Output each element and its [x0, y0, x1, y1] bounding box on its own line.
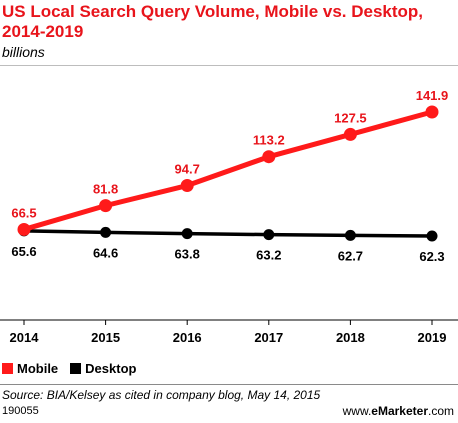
data-point-desktop: [263, 229, 275, 241]
legend: Mobile Desktop: [2, 358, 148, 378]
series-line-mobile: [21, 109, 435, 232]
data-point-mobile: [17, 222, 31, 236]
data-point-mobile: [99, 199, 113, 213]
data-point-mobile: [262, 150, 276, 164]
data-label-desktop: 62.3: [419, 249, 444, 264]
data-label-desktop: 63.2: [256, 248, 281, 263]
data-label-desktop: 63.8: [175, 247, 200, 262]
brand-prefix: www.: [342, 404, 372, 418]
source-note: Source: BIA/Kelsey as cited in company b…: [2, 388, 321, 402]
data-point-desktop: [181, 228, 193, 240]
data-point-mobile: [425, 105, 439, 119]
x-tick-label: 2019: [418, 330, 447, 345]
chart-subtitle: billions: [2, 44, 45, 60]
footer-divider: [0, 384, 458, 385]
data-point-desktop: [344, 229, 356, 241]
brand-name: eMarketer: [371, 404, 428, 418]
x-tick-label: 2016: [173, 330, 202, 345]
data-label-mobile: 127.5: [334, 110, 367, 125]
legend-item-mobile: Mobile: [2, 361, 58, 376]
data-label-mobile: 113.2: [253, 133, 285, 148]
data-point-desktop: [100, 226, 112, 238]
chart-title: US Local Search Query Volume, Mobile vs.…: [2, 2, 424, 41]
legend-label-desktop: Desktop: [85, 360, 137, 376]
data-label-mobile: 141.9: [416, 88, 449, 103]
x-tick-label: 2018: [336, 330, 365, 345]
chart-id: 190055: [2, 405, 39, 417]
legend-swatch-desktop: [70, 362, 82, 374]
data-label-desktop: 64.6: [93, 245, 118, 260]
brand-credit: www.eMarketer.com: [343, 404, 454, 418]
x-tick-label: 2014: [10, 330, 40, 345]
data-label-mobile: 81.8: [93, 182, 118, 197]
x-tick-label: 2017: [254, 330, 283, 345]
data-point-desktop: [426, 230, 438, 242]
data-label-mobile: 66.5: [11, 205, 36, 220]
legend-label-mobile: Mobile: [17, 360, 59, 376]
x-tick-label: 2015: [91, 330, 120, 345]
line-chart: 2014 2015 2016 2017 2018 2019 66.5 81.8 94.7 113.…: [0, 88, 458, 345]
data-point-mobile: [180, 179, 194, 193]
data-label-desktop: 65.6: [11, 244, 36, 259]
data-label-desktop: 62.7: [338, 248, 363, 263]
brand-suffix: .com: [427, 404, 454, 418]
data-label-mobile: 94.7: [175, 162, 200, 177]
top-divider: [0, 65, 458, 66]
series-line-desktop: [22, 229, 434, 238]
data-point-mobile: [343, 127, 357, 141]
legend-swatch-mobile: [2, 362, 13, 374]
legend-item-desktop: Desktop: [70, 361, 136, 376]
